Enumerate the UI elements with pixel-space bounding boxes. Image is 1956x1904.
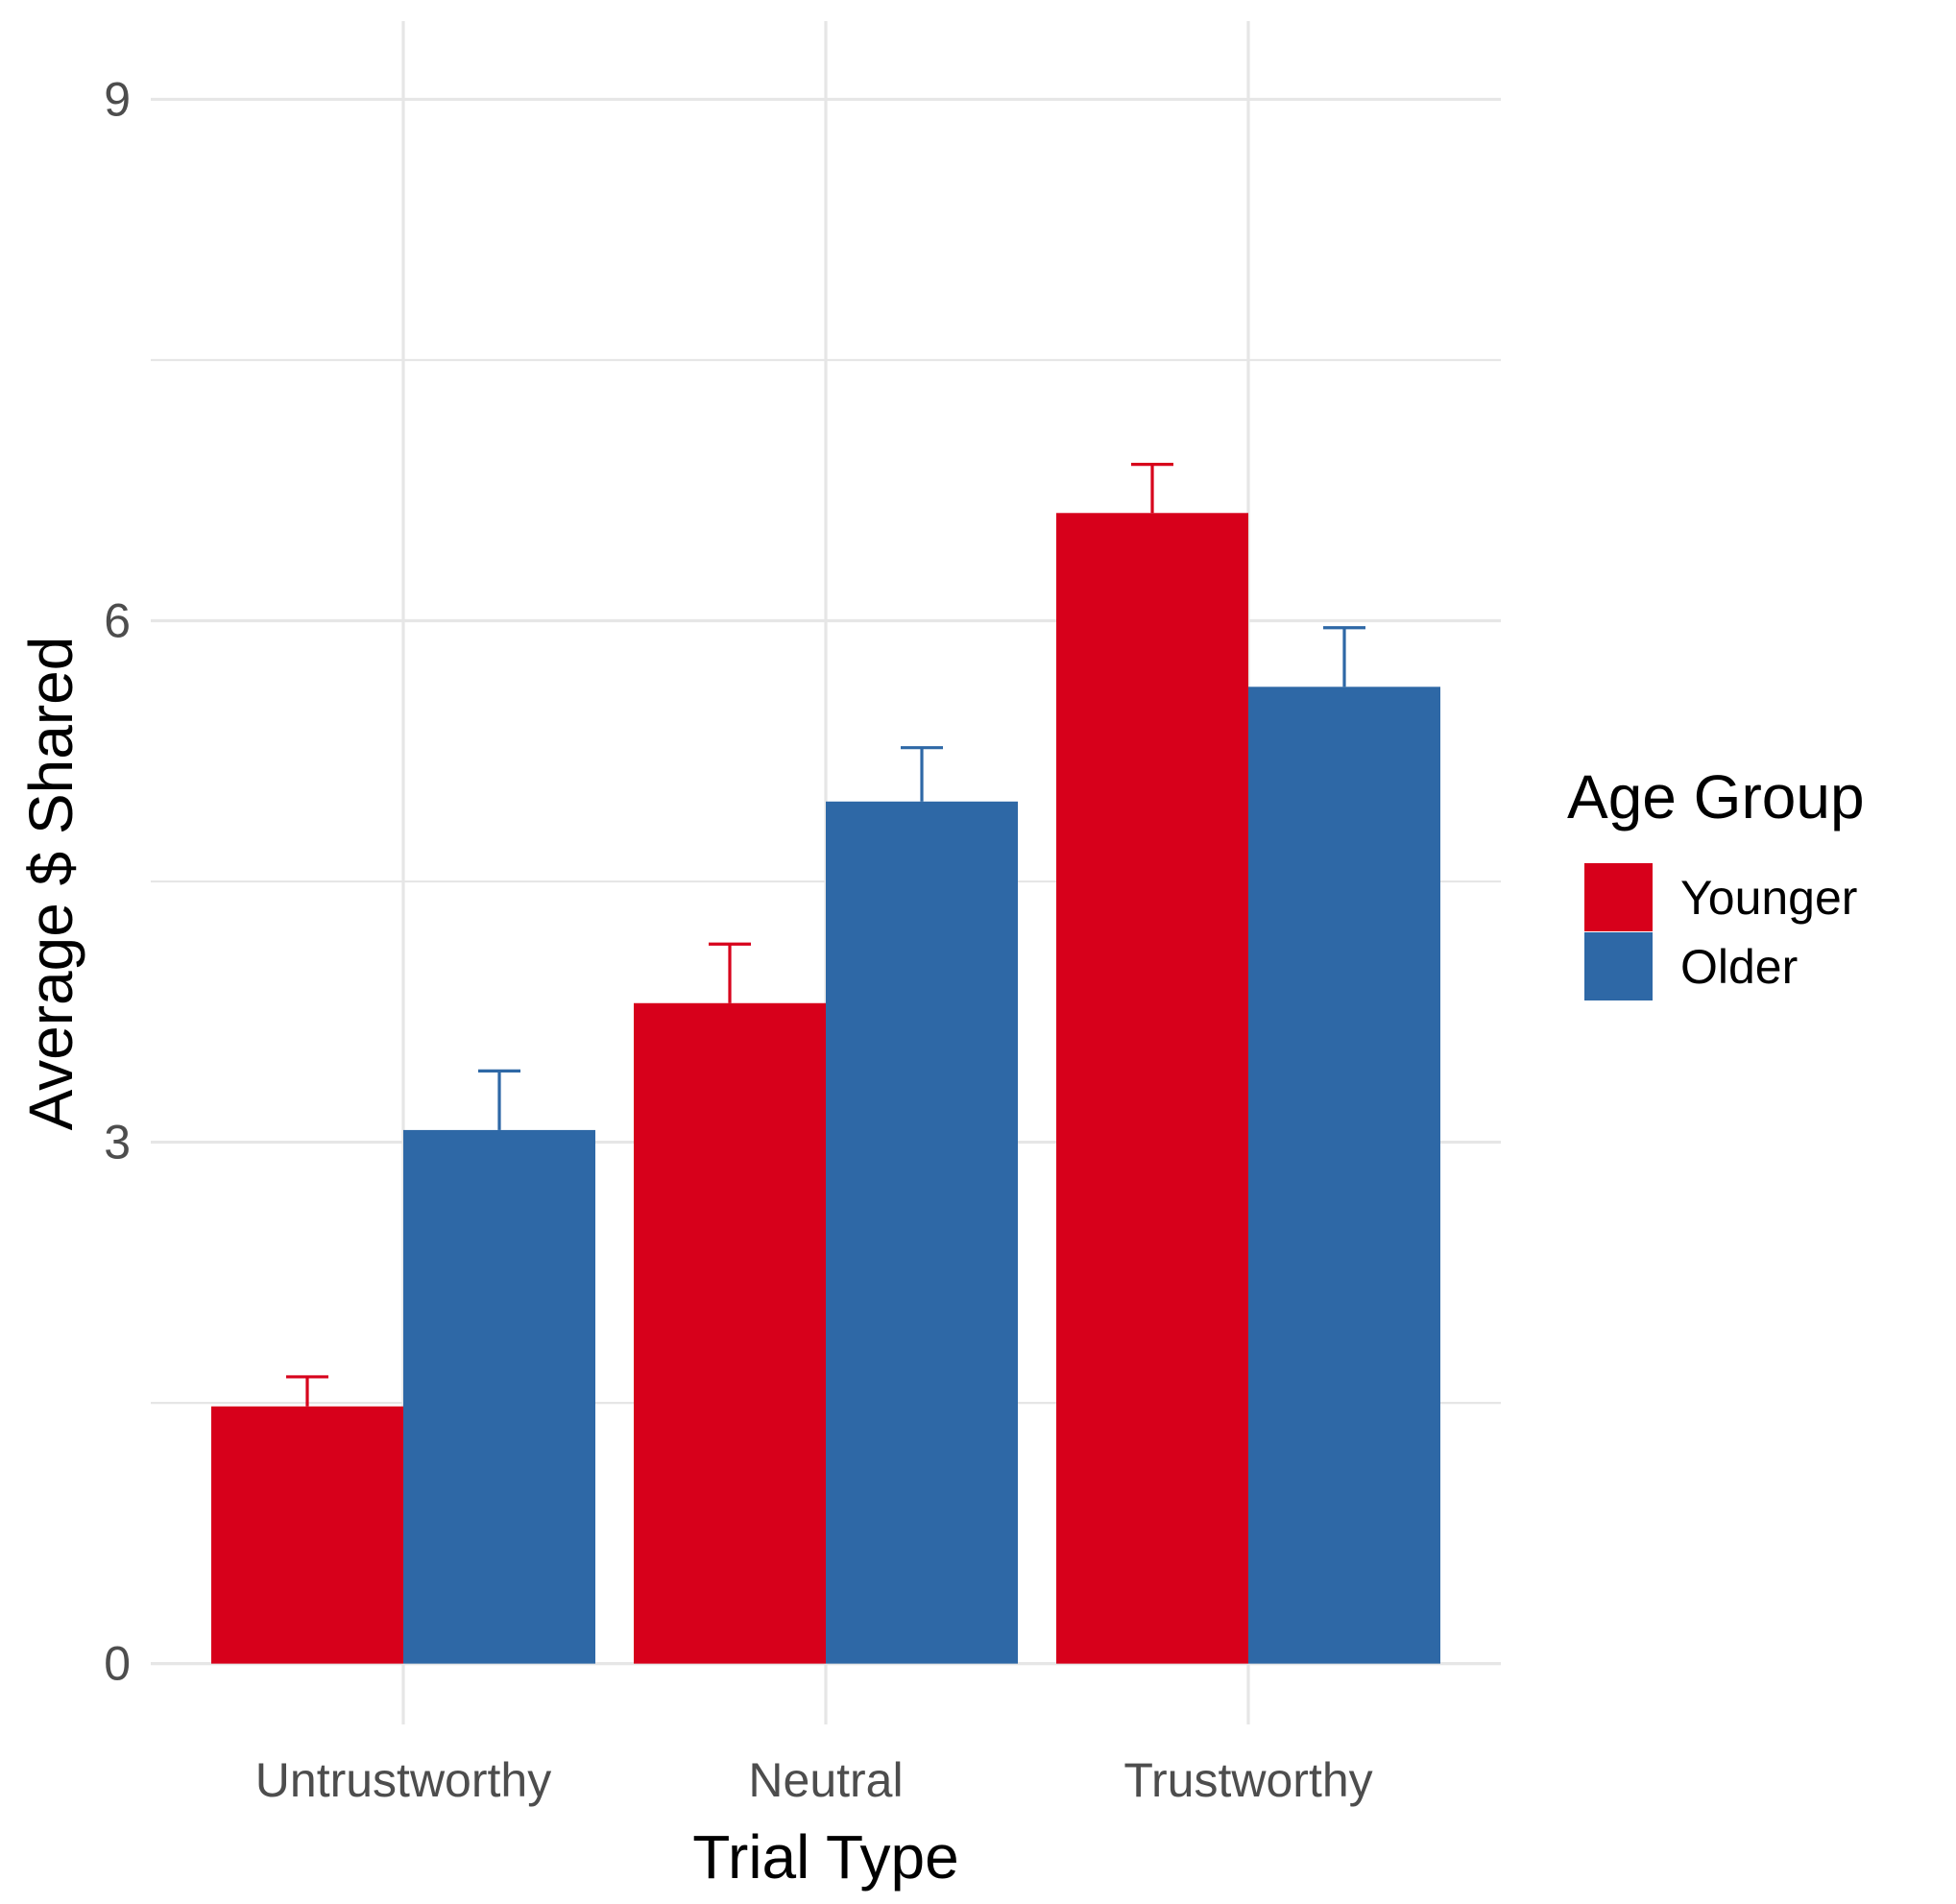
y-tick-label: 6 [104,594,131,648]
legend-item-older: Older [1584,932,1798,1000]
y-tick-label: 3 [104,1116,131,1169]
bar-younger-neutral [634,1002,826,1664]
legend-item-younger: Younger [1584,863,1857,931]
legend: Age Group Younger Older [1567,762,1865,1000]
x-axis-tick-labels: Untrustworthy Neutral Trustworthy [255,1753,1373,1807]
error-bar-older-trustworthy [1323,626,1365,687]
legend-title: Age Group [1567,762,1865,831]
y-axis-title: Average $ Shared [16,637,85,1131]
error-bars [286,463,1365,1407]
legend-items: Younger Older [1584,863,1857,1000]
x-tick-label: Untrustworthy [255,1753,551,1807]
bar-younger-trustworthy [1056,513,1248,1664]
bar-older-untrustworthy [403,1129,595,1664]
y-tick-label: 0 [104,1637,131,1691]
error-bar-older-untrustworthy [478,1069,520,1130]
error-bar-younger-untrustworthy [286,1375,328,1407]
legend-label-younger: Younger [1680,871,1857,925]
x-axis-title: Trial Type [692,1822,958,1892]
error-bar-younger-trustworthy [1131,463,1173,514]
bars [211,513,1440,1664]
bar-younger-untrustworthy [211,1406,403,1664]
x-tick-label: Trustworthy [1123,1753,1372,1807]
x-tick-label: Neutral [748,1753,903,1807]
y-axis-tick-labels: 0 3 6 9 [104,72,131,1690]
error-bar-younger-neutral [709,942,751,1003]
bar-older-neutral [826,801,1018,1664]
legend-key-older [1584,932,1653,1000]
legend-key-younger [1584,863,1653,931]
y-tick-label: 9 [104,72,131,126]
legend-label-older: Older [1680,940,1798,994]
bar-older-trustworthy [1248,687,1440,1664]
error-bar-older-neutral [901,746,943,802]
